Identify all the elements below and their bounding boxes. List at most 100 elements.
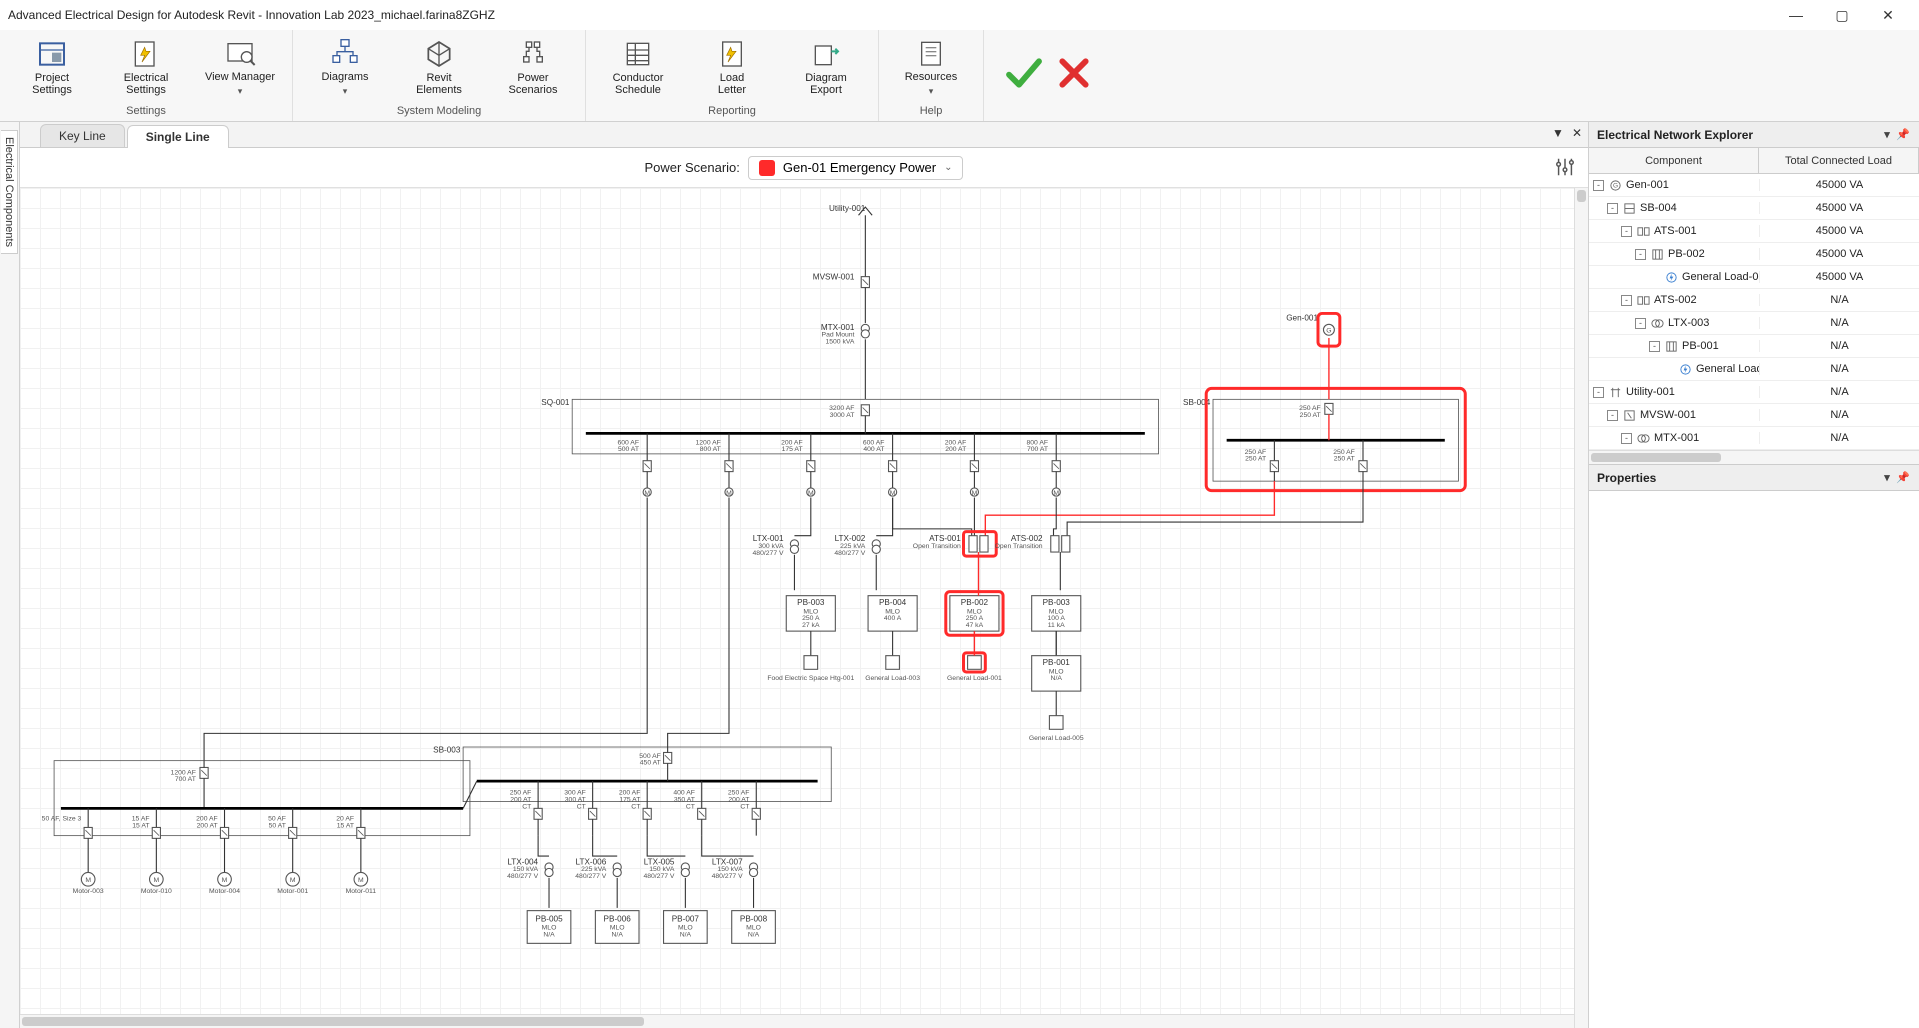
ribbon-load-letter[interactable]: LoadLetter bbox=[686, 32, 778, 102]
explorer-menu-icon[interactable]: ▾ bbox=[1879, 128, 1895, 141]
svg-text:M: M bbox=[85, 877, 91, 884]
tree-expander[interactable]: - bbox=[1593, 180, 1604, 191]
svg-text:700 AT: 700 AT bbox=[1027, 446, 1048, 453]
explorer-item-load: N/A bbox=[1759, 386, 1919, 398]
ribbon-diagrams[interactable]: Diagrams▾ bbox=[299, 32, 391, 102]
svg-text:N/A: N/A bbox=[1051, 675, 1063, 682]
svg-text:480/277 V: 480/277 V bbox=[712, 873, 743, 880]
explorer-row[interactable]: -SB-00445000 VA bbox=[1589, 197, 1919, 220]
svg-text:MTX-001: MTX-001 bbox=[821, 323, 855, 332]
tree-expander[interactable]: - bbox=[1635, 249, 1646, 260]
svg-text:Motor-003: Motor-003 bbox=[73, 888, 104, 895]
explorer-row[interactable]: -ATS-002N/A bbox=[1589, 289, 1919, 312]
tree-expander[interactable]: - bbox=[1635, 318, 1646, 329]
maximize-button[interactable]: ▢ bbox=[1819, 0, 1865, 30]
cancel-button[interactable] bbox=[1054, 53, 1094, 98]
svg-text:400 AT: 400 AT bbox=[863, 446, 884, 453]
ribbon-group-caption: Reporting bbox=[708, 102, 756, 120]
electrical-components-tab[interactable]: Electrical Components bbox=[1, 130, 18, 254]
svg-text:PB-005: PB-005 bbox=[535, 915, 563, 924]
svg-text:PB-008: PB-008 bbox=[740, 915, 768, 924]
explorer-item-name: MVSW-001 bbox=[1640, 409, 1696, 421]
tabs-close-icon[interactable]: ✕ bbox=[1572, 126, 1582, 140]
svg-text:3000 AT: 3000 AT bbox=[830, 412, 855, 419]
svg-text:800 AT: 800 AT bbox=[700, 446, 721, 453]
ribbon-view-manager[interactable]: View Manager▾ bbox=[194, 32, 286, 102]
explorer-tree[interactable]: -GGen-00145000 VA-SB-00445000 VA-ATS-001… bbox=[1589, 174, 1919, 450]
accept-button[interactable] bbox=[1004, 53, 1044, 98]
tree-expander[interactable]: - bbox=[1621, 226, 1632, 237]
svg-text:Food Electric Space Htg-001: Food Electric Space Htg-001 bbox=[767, 675, 854, 682]
close-button[interactable]: ✕ bbox=[1865, 0, 1911, 30]
canvas-hscrollbar[interactable] bbox=[20, 1014, 1574, 1028]
svg-text:700 AT: 700 AT bbox=[175, 776, 196, 783]
scenario-selected: Gen-01 Emergency Power bbox=[783, 160, 936, 175]
explorer-hscrollbar[interactable] bbox=[1589, 450, 1919, 464]
tree-expander[interactable]: - bbox=[1649, 341, 1660, 352]
explorer-row[interactable]: -PB-001N/A bbox=[1589, 335, 1919, 358]
properties-menu-icon[interactable]: ▾ bbox=[1879, 471, 1895, 484]
scenario-dropdown[interactable]: Gen-01 Emergency Power ⌄ bbox=[748, 156, 964, 180]
svg-text:General Load-005: General Load-005 bbox=[1029, 735, 1084, 742]
svg-text:Motor-004: Motor-004 bbox=[209, 888, 240, 895]
svg-text:11 kA: 11 kA bbox=[1048, 622, 1065, 629]
ribbon-diagram-export[interactable]: DiagramExport bbox=[780, 32, 872, 102]
explorer-row[interactable]: -PB-00245000 VA bbox=[1589, 243, 1919, 266]
explorer-item-load: 45000 VA bbox=[1759, 225, 1919, 237]
tree-expander[interactable]: - bbox=[1593, 387, 1604, 398]
explorer-item-name: Gen-001 bbox=[1626, 179, 1669, 191]
settings-sliders-icon[interactable] bbox=[1554, 156, 1576, 178]
ribbon-electrical-settings[interactable]: ElectricalSettings bbox=[100, 32, 192, 102]
tab-key-line[interactable]: Key Line bbox=[40, 124, 125, 147]
diagram-canvas[interactable]: Utility-001MVSW-001MTX-001Pad Mount1500 … bbox=[20, 188, 1588, 1028]
ribbon-resources[interactable]: Resources▾ bbox=[885, 32, 977, 102]
svg-text:480/277 V: 480/277 V bbox=[507, 873, 538, 880]
svg-text:M: M bbox=[644, 490, 650, 497]
explorer-row[interactable]: -MTX-001N/A bbox=[1589, 427, 1919, 450]
ltx-icon bbox=[1636, 431, 1650, 445]
explorer-item-name: PB-001 bbox=[1682, 340, 1719, 352]
explorer-title: Electrical Network Explorer bbox=[1597, 128, 1753, 142]
ribbon-conductor-schedule[interactable]: ConductorSchedule bbox=[592, 32, 684, 102]
explorer-row[interactable]: General LoadN/A bbox=[1589, 358, 1919, 381]
explorer-row[interactable]: - ATS-001 45000 VA bbox=[1589, 220, 1919, 243]
canvas-vscrollbar[interactable] bbox=[1574, 188, 1588, 1028]
col-load[interactable]: Total Connected Load bbox=[1759, 148, 1919, 173]
svg-text:N/A: N/A bbox=[680, 932, 692, 939]
svg-text:Motor-011: Motor-011 bbox=[346, 888, 377, 895]
svg-text:480/277 V: 480/277 V bbox=[834, 550, 865, 557]
svg-text:47 kA: 47 kA bbox=[966, 622, 984, 629]
mvsw-icon bbox=[1622, 408, 1636, 422]
tab-single-line[interactable]: Single Line bbox=[127, 125, 229, 148]
svg-text:MVSW-001: MVSW-001 bbox=[813, 272, 855, 281]
explorer-row[interactable]: -MVSW-001N/A bbox=[1589, 404, 1919, 427]
tree-expander[interactable]: - bbox=[1607, 203, 1618, 214]
explorer-row[interactable]: -LTX-003N/A bbox=[1589, 312, 1919, 335]
properties-panel: Properties ▾ 📌 bbox=[1589, 465, 1919, 1028]
properties-pin-icon[interactable]: 📌 bbox=[1895, 471, 1911, 484]
svg-text:Utility-001: Utility-001 bbox=[829, 204, 866, 213]
svg-text:M: M bbox=[358, 877, 364, 884]
explorer-item-name: ATS-001 bbox=[1654, 225, 1697, 237]
svg-text:G: G bbox=[1612, 182, 1617, 189]
ribbon-power-scenarios[interactable]: PowerScenarios bbox=[487, 32, 579, 102]
explorer-row[interactable]: -GGen-00145000 VA bbox=[1589, 174, 1919, 197]
minimize-button[interactable]: — bbox=[1773, 0, 1819, 30]
explorer-row[interactable]: General Load-00145000 VA bbox=[1589, 266, 1919, 289]
tree-expander[interactable]: - bbox=[1621, 433, 1632, 444]
explorer-row[interactable]: -Utility-001N/A bbox=[1589, 381, 1919, 404]
explorer-item-load: 45000 VA bbox=[1759, 248, 1919, 260]
col-component[interactable]: Component bbox=[1589, 148, 1759, 173]
explorer-pin-icon[interactable]: 📌 bbox=[1895, 128, 1911, 141]
single-line-diagram: Utility-001MVSW-001MTX-001Pad Mount1500 … bbox=[20, 188, 1588, 1028]
ribbon-project-settings[interactable]: ProjectSettings bbox=[6, 32, 98, 102]
svg-text:General Load-003: General Load-003 bbox=[865, 675, 920, 682]
ribbon-revit-elements[interactable]: RevitElements bbox=[393, 32, 485, 102]
tree-expander[interactable]: - bbox=[1607, 410, 1618, 421]
pb-icon bbox=[1650, 247, 1664, 261]
tree-expander[interactable]: - bbox=[1621, 295, 1632, 306]
tabs-dropdown-icon[interactable]: ▼ bbox=[1552, 126, 1564, 140]
svg-text:200 AT: 200 AT bbox=[197, 822, 218, 829]
side-panel-tab: Electrical Components bbox=[0, 122, 20, 1028]
ltx-icon bbox=[1650, 316, 1664, 330]
